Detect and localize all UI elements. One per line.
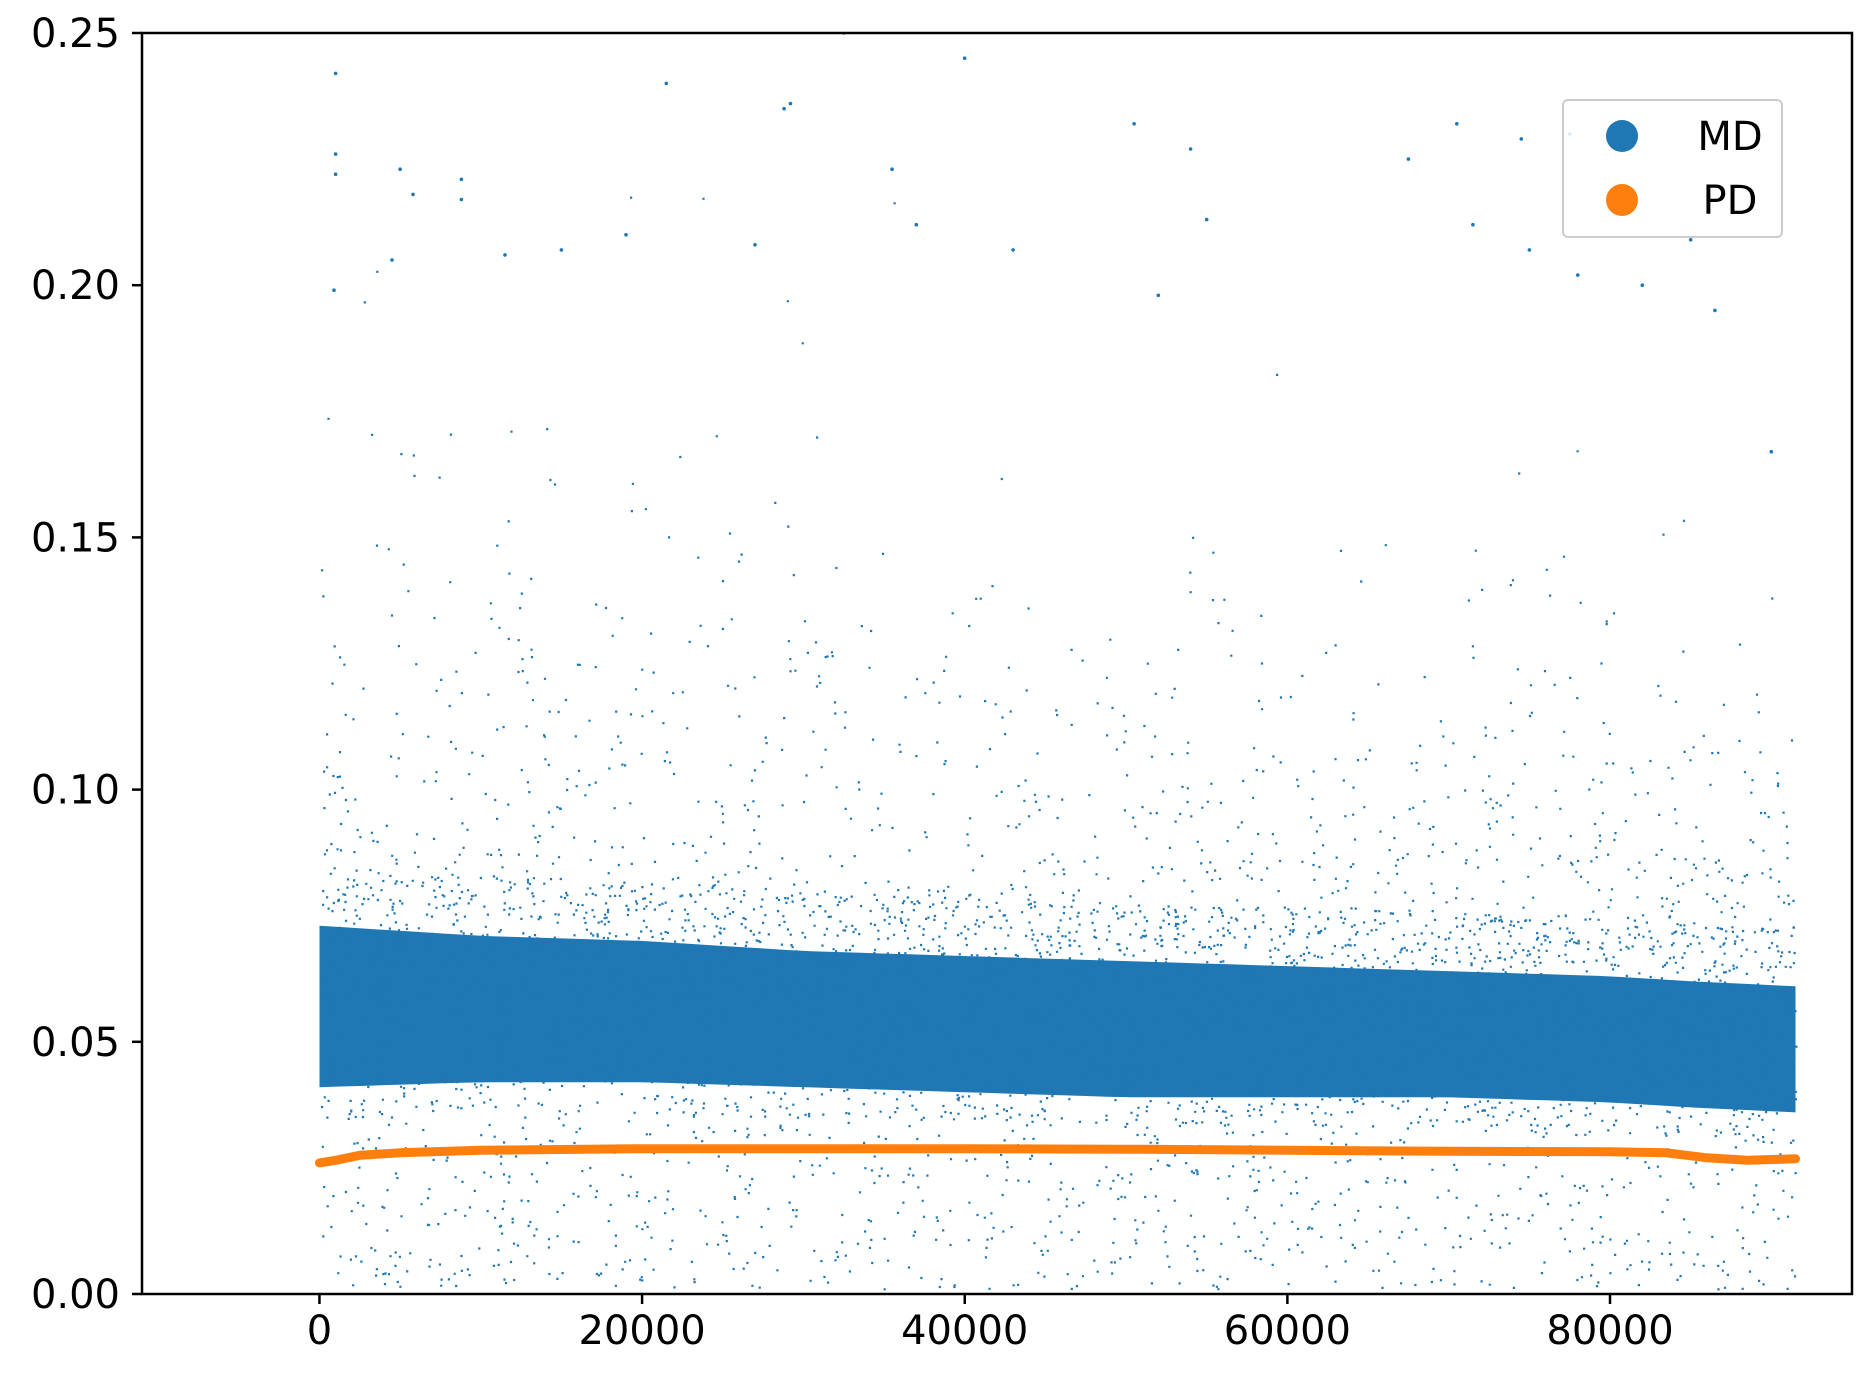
legend-marker-md	[1606, 120, 1638, 152]
md-outlier-point	[753, 243, 757, 247]
pd-point	[396, 1148, 405, 1157]
md-outlier-point	[459, 177, 464, 182]
md-outlier-point	[890, 167, 894, 171]
md-outlier-point	[624, 233, 628, 237]
pd-point	[1743, 1156, 1752, 1165]
md-outlier-point	[503, 253, 507, 257]
pd-point	[331, 1156, 340, 1165]
md-outlier-point	[1156, 293, 1161, 298]
md-outlier-point	[664, 81, 669, 86]
pd-point	[315, 1158, 324, 1167]
y-tick-label: 0.10	[31, 768, 120, 814]
legend: MD PD	[1562, 99, 1783, 238]
x-tick-label: 0	[307, 1308, 332, 1354]
md-outlier-point	[1527, 248, 1532, 252]
pd-point	[1791, 1154, 1800, 1163]
md-outlier-point	[1713, 308, 1717, 313]
pd-point	[1662, 1148, 1671, 1157]
md-outlier-point	[1640, 283, 1645, 288]
pd-point	[1444, 1147, 1453, 1156]
md-outlier-point	[1455, 122, 1459, 126]
y-tick-label: 0.00	[31, 1272, 120, 1318]
md-outlier-point	[459, 197, 464, 202]
md-outlier-point	[1204, 217, 1209, 222]
md-outlier-point	[333, 71, 338, 76]
md-outlier-point	[1406, 157, 1411, 161]
pd-point	[1606, 1147, 1614, 1156]
md-outlier-point	[1471, 222, 1475, 227]
md-dense-band	[319, 925, 1796, 1113]
x-tick-label: 80000	[1546, 1308, 1673, 1354]
y-tick-label: 0.20	[31, 263, 120, 309]
legend-label-pd: PD	[1703, 178, 1758, 224]
md-outlier-point	[1132, 122, 1136, 126]
legend-label-md: MD	[1697, 114, 1762, 160]
md-outlier-point	[333, 152, 338, 156]
y-tick-label: 0.25	[31, 11, 120, 57]
md-outlier-point	[962, 56, 967, 60]
series-pd	[315, 1144, 1800, 1168]
md-outlier-point	[1576, 273, 1580, 277]
pd-point	[960, 1144, 969, 1153]
series-md	[319, 33, 1798, 1291]
axes-frame	[140, 31, 1854, 1296]
x-tick-label: 20000	[578, 1308, 705, 1354]
y-tick-label: 0.15	[31, 515, 120, 561]
pd-point	[799, 1144, 808, 1153]
md-outlier-point	[411, 192, 415, 197]
md-outlier-point	[1188, 147, 1193, 151]
md-outlier-point	[559, 248, 564, 252]
legend-marker-pd	[1606, 184, 1638, 216]
x-tick-label: 60000	[1224, 1308, 1351, 1354]
md-outlier-point	[914, 222, 919, 227]
md-outlier-point	[1519, 137, 1524, 141]
md-outlier-point	[1769, 449, 1774, 454]
pd-point	[638, 1144, 647, 1153]
pd-point	[1283, 1146, 1292, 1155]
pd-point	[1122, 1145, 1131, 1154]
pd-point	[476, 1146, 485, 1155]
axes: 0 20000 40000 60000 80000 0.00 0.05 0.10 0.15 0.2…	[31, 11, 1854, 1354]
md-outlier-point	[332, 288, 336, 293]
x-tick-label: 40000	[901, 1308, 1028, 1354]
md-outlier-point	[782, 106, 786, 111]
md-outlier-point	[390, 258, 394, 262]
md-outlier-point	[788, 101, 793, 106]
md-outlier-point	[1011, 248, 1015, 252]
pd-point-trace	[315, 1144, 1800, 1168]
pd-point	[1702, 1153, 1711, 1162]
y-tick-label: 0.05	[31, 1020, 120, 1066]
pd-point	[355, 1151, 364, 1160]
md-outlier-point	[1688, 238, 1693, 242]
md-outlier-point	[398, 167, 402, 171]
md-outlier-point	[333, 172, 338, 176]
plot-area	[315, 33, 1800, 1291]
